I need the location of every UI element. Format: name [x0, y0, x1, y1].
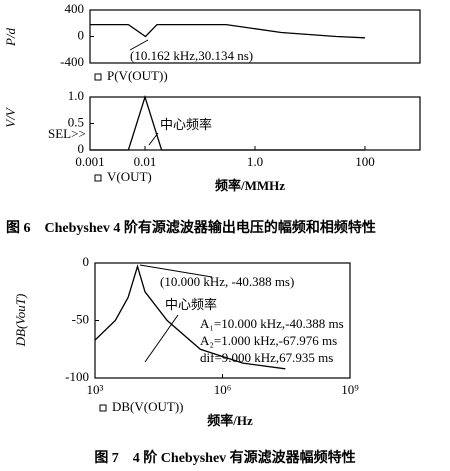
x-tick-label: 10⁶	[214, 382, 232, 397]
y-tick-label: -100	[65, 369, 89, 384]
annotation: 中心频率	[165, 297, 217, 312]
x-tick-label: 100	[355, 154, 375, 169]
x-axis-label: 频率/Hz	[207, 413, 253, 428]
x-axis-label: 频率/MMHz	[215, 178, 285, 193]
legend-marker	[94, 73, 102, 81]
legend-label: DB(V(OUT))	[112, 399, 183, 414]
legend-marker	[94, 174, 102, 182]
annotation: SEL>>	[48, 126, 86, 141]
x-tick-label: 0.01	[134, 154, 157, 169]
arrow	[144, 314, 179, 363]
figure-caption: 图 7 4 阶 Chebyshev 有源滤波器幅频特性	[94, 449, 355, 466]
annotation: (10.000 kHz, -40.388 ms)	[160, 274, 294, 289]
legend-marker	[99, 404, 107, 412]
legend-label: P(V(OUT))	[107, 68, 168, 83]
legend-label: V(OUT)	[107, 169, 152, 184]
y-tick-label: 0	[78, 141, 85, 156]
arrow	[139, 264, 213, 278]
annotation: A₁=10.000 kHz,-40.388 ms	[200, 316, 344, 331]
annotation: A₂=1.000 kHz,-67.976 ms	[200, 333, 337, 348]
y-axis-label: DB(VouT)	[13, 294, 28, 348]
y-tick-label: 0	[83, 254, 90, 269]
x-tick-label: 1.0	[247, 154, 263, 169]
plot-frame	[89, 96, 421, 151]
annotation: dif=9.000 kHz,67.935 ms	[200, 350, 333, 365]
y-axis-label: V/V	[3, 106, 18, 128]
y-tick-label: 400	[65, 1, 85, 16]
y-tick-label: 1.0	[68, 88, 84, 103]
series-line	[90, 23, 366, 39]
annotation: 中心频率	[160, 117, 212, 132]
y-tick-label: -50	[72, 311, 89, 326]
y-tick-label: 0	[78, 27, 85, 42]
x-tick-label: 10³	[87, 382, 104, 397]
x-tick-label: 0.001	[75, 154, 104, 169]
y-tick-label: 0.5	[68, 114, 84, 129]
x-tick-label: 10⁹	[341, 382, 359, 397]
annotation: (10.162 kHz,30.134 ns)	[130, 48, 253, 63]
figure-caption: 图 6 Chebyshev 4 阶有源滤波器输出电压的幅频和相频特性	[6, 219, 376, 236]
y-axis-label: P/d	[3, 27, 18, 47]
series-line	[94, 264, 286, 370]
y-tick-label: -400	[60, 54, 84, 69]
arrow	[129, 39, 149, 51]
series-line	[90, 94, 365, 151]
